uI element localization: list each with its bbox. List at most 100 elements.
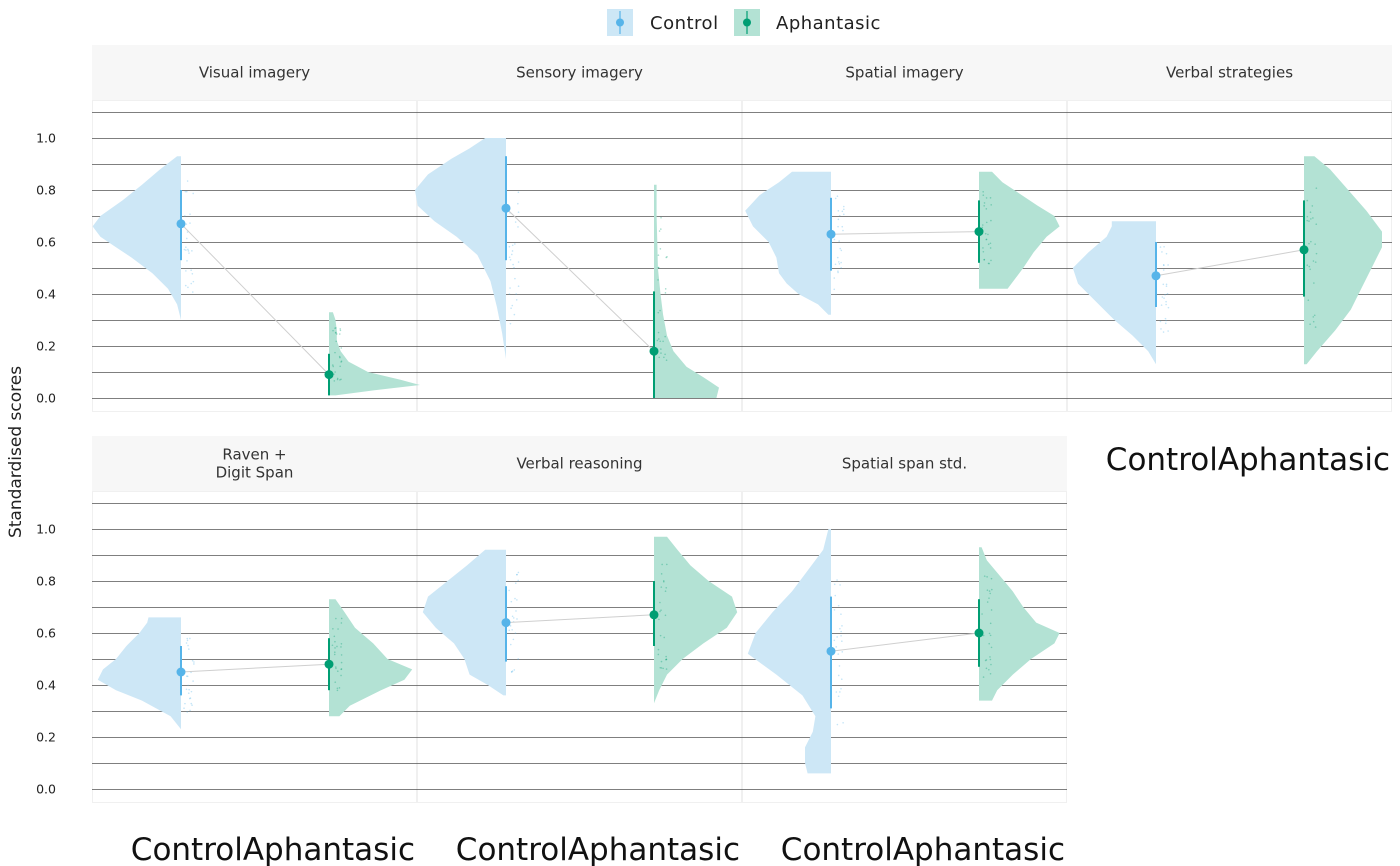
raw-point-aphantasic <box>989 622 992 625</box>
raw-point-control <box>839 691 841 693</box>
panel-title-spatial-imagery: Spatial imagery <box>845 64 963 82</box>
raw-point-aphantasic <box>983 202 986 204</box>
raw-point-control <box>840 678 843 681</box>
raw-point-control <box>833 238 836 241</box>
raw-point-aphantasic <box>985 238 988 241</box>
raw-point-control <box>834 197 837 200</box>
raw-point-control <box>186 231 189 233</box>
violin-control-raven-digit-span <box>97 617 181 730</box>
raw-point-aphantasic <box>665 256 668 259</box>
raw-point-aphantasic <box>660 216 662 219</box>
legend: Control Aphantasic <box>607 9 880 36</box>
raw-point-control <box>836 256 839 259</box>
raw-point-control <box>189 709 191 712</box>
raw-point-aphantasic <box>334 681 337 683</box>
raw-point-control <box>187 248 189 251</box>
raw-point-control <box>515 610 517 612</box>
raw-point-aphantasic <box>987 233 989 236</box>
violin-aphantasic-spatial-span-std <box>979 547 1060 701</box>
raw-point-control <box>837 695 840 698</box>
raw-point-control <box>191 291 194 293</box>
text-layer: Visual imagery 0.0 0.2 0.4 0.6 0.8 1.0 Sensory … <box>36 64 1390 866</box>
raw-point-control <box>835 646 838 648</box>
raw-point-control <box>510 253 513 256</box>
raw-point-control <box>185 688 188 691</box>
raw-point-aphantasic <box>990 259 992 262</box>
raw-point-control <box>184 190 187 193</box>
raw-point-aphantasic <box>658 618 660 621</box>
raw-point-aphantasic <box>335 667 337 670</box>
raw-point-control <box>838 214 841 217</box>
violin-control-visual-imagery <box>92 156 181 320</box>
raw-point-aphantasic <box>988 668 990 671</box>
raw-point-control <box>188 648 190 650</box>
raw-point-control <box>186 639 189 642</box>
raw-point-control <box>190 690 193 693</box>
raw-point-control <box>836 723 839 726</box>
raw-point-control <box>842 205 845 208</box>
raw-point-control <box>1165 283 1168 286</box>
raw-point-aphantasic <box>657 266 660 269</box>
raw-point-aphantasic <box>1309 323 1311 326</box>
raw-point-aphantasic <box>340 646 342 648</box>
raw-point-control <box>833 583 836 586</box>
raw-point-control <box>841 640 843 642</box>
raw-point-aphantasic <box>1308 220 1310 222</box>
raw-point-aphantasic <box>338 355 341 358</box>
raw-point-aphantasic <box>339 329 342 332</box>
mean-connector-spatial-span-std <box>830 632 980 652</box>
raw-point-aphantasic <box>659 340 662 343</box>
raw-point-aphantasic <box>986 576 988 578</box>
raw-point-aphantasic <box>332 627 334 630</box>
raw-point-aphantasic <box>665 658 667 661</box>
raw-point-control <box>509 258 512 261</box>
raw-point-aphantasic <box>1309 268 1311 271</box>
raw-point-aphantasic <box>660 348 662 350</box>
panel-title-raven-digit-span: Raven + Digit Span <box>216 446 294 482</box>
raw-point-control <box>187 692 190 695</box>
raw-point-aphantasic <box>990 646 993 649</box>
raw-point-control <box>1159 320 1162 323</box>
raw-point-aphantasic <box>336 377 339 380</box>
raw-point-aphantasic <box>340 654 343 656</box>
raw-point-aphantasic <box>1312 316 1315 318</box>
raw-point-aphantasic <box>665 359 668 362</box>
raw-point-aphantasic <box>659 634 662 637</box>
raw-point-aphantasic <box>333 635 336 638</box>
raw-point-aphantasic <box>1315 252 1318 255</box>
raw-point-aphantasic <box>657 254 660 256</box>
legend-label-control: Control <box>650 13 719 34</box>
raw-point-aphantasic <box>665 658 668 661</box>
raw-point-control <box>838 665 841 667</box>
raw-point-control <box>191 704 193 706</box>
raw-point-control <box>1165 285 1168 287</box>
raw-point-aphantasic <box>665 655 667 658</box>
raw-point-control <box>509 287 511 289</box>
raw-point-control <box>517 571 520 574</box>
raw-point-aphantasic <box>984 232 987 235</box>
raw-point-aphantasic <box>336 378 339 381</box>
raw-point-aphantasic <box>332 329 334 332</box>
raw-point-control <box>833 639 836 642</box>
raw-point-aphantasic <box>982 191 984 193</box>
raw-point-aphantasic <box>340 642 343 645</box>
raw-point-aphantasic <box>983 575 986 577</box>
raw-point-aphantasic <box>335 327 337 329</box>
raw-point-aphantasic <box>340 347 343 349</box>
raw-point-control <box>842 213 845 216</box>
raw-point-control <box>510 600 513 603</box>
raw-point-control <box>511 304 514 307</box>
raw-point-control <box>189 213 191 215</box>
violin-aphantasic-verbal-reasoning <box>654 536 738 704</box>
raw-point-control <box>187 250 190 252</box>
y-tick-label: 0.2 <box>36 339 56 354</box>
raw-point-control <box>191 659 194 662</box>
raw-point-aphantasic <box>331 364 334 366</box>
raw-point-aphantasic <box>983 258 985 261</box>
raw-point-aphantasic <box>988 590 991 592</box>
raw-point-aphantasic <box>662 667 664 670</box>
raw-point-aphantasic <box>990 219 992 222</box>
raw-point-aphantasic <box>659 601 661 604</box>
raw-point-control <box>509 625 512 627</box>
